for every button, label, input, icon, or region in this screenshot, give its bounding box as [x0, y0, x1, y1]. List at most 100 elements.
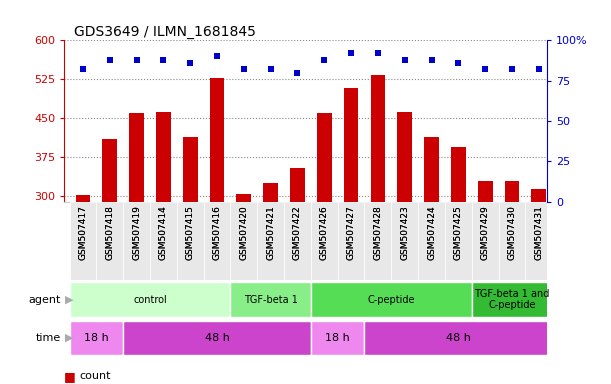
- Bar: [156, 112, 170, 353]
- Text: GSM507418: GSM507418: [105, 205, 114, 260]
- Text: time: time: [36, 333, 61, 343]
- Text: GSM507420: GSM507420: [240, 205, 248, 260]
- Text: GSM507416: GSM507416: [213, 205, 222, 260]
- Point: [534, 66, 544, 73]
- Text: GSM507424: GSM507424: [427, 205, 436, 260]
- Bar: [263, 184, 278, 353]
- Point: [239, 66, 249, 73]
- Text: GSM507422: GSM507422: [293, 205, 302, 260]
- Text: GSM507420: GSM507420: [240, 205, 248, 260]
- FancyBboxPatch shape: [70, 202, 97, 280]
- Text: GSM507414: GSM507414: [159, 205, 168, 260]
- Bar: [70, 321, 123, 355]
- Point: [373, 50, 382, 56]
- Bar: [311, 282, 472, 317]
- Text: GSM507429: GSM507429: [481, 205, 489, 260]
- Text: GSM507417: GSM507417: [78, 205, 87, 260]
- Bar: [532, 189, 546, 353]
- Bar: [290, 168, 305, 353]
- Text: GSM507424: GSM507424: [427, 205, 436, 260]
- Text: control: control: [133, 295, 167, 305]
- Text: GSM507426: GSM507426: [320, 205, 329, 260]
- Text: GSM507427: GSM507427: [346, 205, 356, 260]
- Text: GSM507429: GSM507429: [481, 205, 489, 260]
- Point: [480, 66, 490, 73]
- Text: GSM507422: GSM507422: [293, 205, 302, 260]
- Text: GSM507421: GSM507421: [266, 205, 275, 260]
- Point: [78, 66, 88, 73]
- Text: GSM507416: GSM507416: [213, 205, 222, 260]
- Text: TGF-beta 1 and
C-peptide: TGF-beta 1 and C-peptide: [474, 289, 550, 310]
- Text: GSM507423: GSM507423: [400, 205, 409, 260]
- Text: ▶: ▶: [65, 333, 74, 343]
- Text: GSM507425: GSM507425: [454, 205, 463, 260]
- FancyBboxPatch shape: [418, 202, 445, 280]
- Bar: [103, 139, 117, 353]
- Bar: [365, 321, 552, 355]
- Text: GDS3649 / ILMN_1681845: GDS3649 / ILMN_1681845: [74, 25, 255, 39]
- Bar: [230, 282, 311, 317]
- Text: GSM507417: GSM507417: [78, 205, 87, 260]
- FancyBboxPatch shape: [97, 202, 123, 280]
- Point: [507, 66, 517, 73]
- Text: 18 h: 18 h: [325, 333, 350, 343]
- Text: agent: agent: [29, 295, 61, 305]
- Point: [453, 60, 463, 66]
- FancyBboxPatch shape: [499, 202, 525, 280]
- Text: 48 h: 48 h: [446, 333, 471, 343]
- FancyBboxPatch shape: [472, 202, 499, 280]
- Text: GSM507427: GSM507427: [346, 205, 356, 260]
- Bar: [472, 282, 552, 317]
- FancyBboxPatch shape: [525, 202, 552, 280]
- Text: C-peptide: C-peptide: [368, 295, 415, 305]
- Bar: [424, 137, 439, 353]
- FancyBboxPatch shape: [150, 202, 177, 280]
- Text: GSM507421: GSM507421: [266, 205, 275, 260]
- Text: ▶: ▶: [65, 295, 74, 305]
- FancyBboxPatch shape: [338, 202, 365, 280]
- Bar: [344, 88, 359, 353]
- Bar: [451, 147, 466, 353]
- FancyBboxPatch shape: [177, 202, 203, 280]
- FancyBboxPatch shape: [123, 202, 150, 280]
- FancyBboxPatch shape: [257, 202, 284, 280]
- FancyBboxPatch shape: [203, 202, 230, 280]
- Bar: [210, 78, 224, 353]
- Bar: [505, 181, 519, 353]
- Point: [158, 56, 168, 63]
- Text: ■: ■: [64, 370, 80, 383]
- Text: GSM507415: GSM507415: [186, 205, 195, 260]
- Text: GSM507431: GSM507431: [534, 205, 543, 260]
- Bar: [236, 194, 251, 353]
- Bar: [317, 113, 332, 353]
- Point: [185, 60, 195, 66]
- Point: [400, 56, 409, 63]
- Text: GSM507428: GSM507428: [373, 205, 382, 260]
- Text: TGF-beta 1: TGF-beta 1: [244, 295, 298, 305]
- Point: [293, 70, 302, 76]
- Text: GSM507430: GSM507430: [508, 205, 516, 260]
- FancyBboxPatch shape: [391, 202, 418, 280]
- FancyBboxPatch shape: [365, 202, 391, 280]
- Text: GSM507419: GSM507419: [132, 205, 141, 260]
- Bar: [370, 75, 386, 353]
- Point: [105, 56, 115, 63]
- Text: 18 h: 18 h: [84, 333, 109, 343]
- Point: [426, 56, 436, 63]
- Text: GSM507426: GSM507426: [320, 205, 329, 260]
- Text: GSM507415: GSM507415: [186, 205, 195, 260]
- FancyBboxPatch shape: [230, 202, 257, 280]
- Bar: [123, 321, 311, 355]
- Bar: [478, 181, 492, 353]
- Point: [320, 56, 329, 63]
- FancyBboxPatch shape: [311, 202, 338, 280]
- Point: [266, 66, 276, 73]
- Point: [346, 50, 356, 56]
- Text: GSM507419: GSM507419: [132, 205, 141, 260]
- Bar: [129, 113, 144, 353]
- Bar: [76, 195, 90, 353]
- Text: GSM507425: GSM507425: [454, 205, 463, 260]
- FancyBboxPatch shape: [284, 202, 311, 280]
- Text: GSM507414: GSM507414: [159, 205, 168, 260]
- Point: [132, 56, 142, 63]
